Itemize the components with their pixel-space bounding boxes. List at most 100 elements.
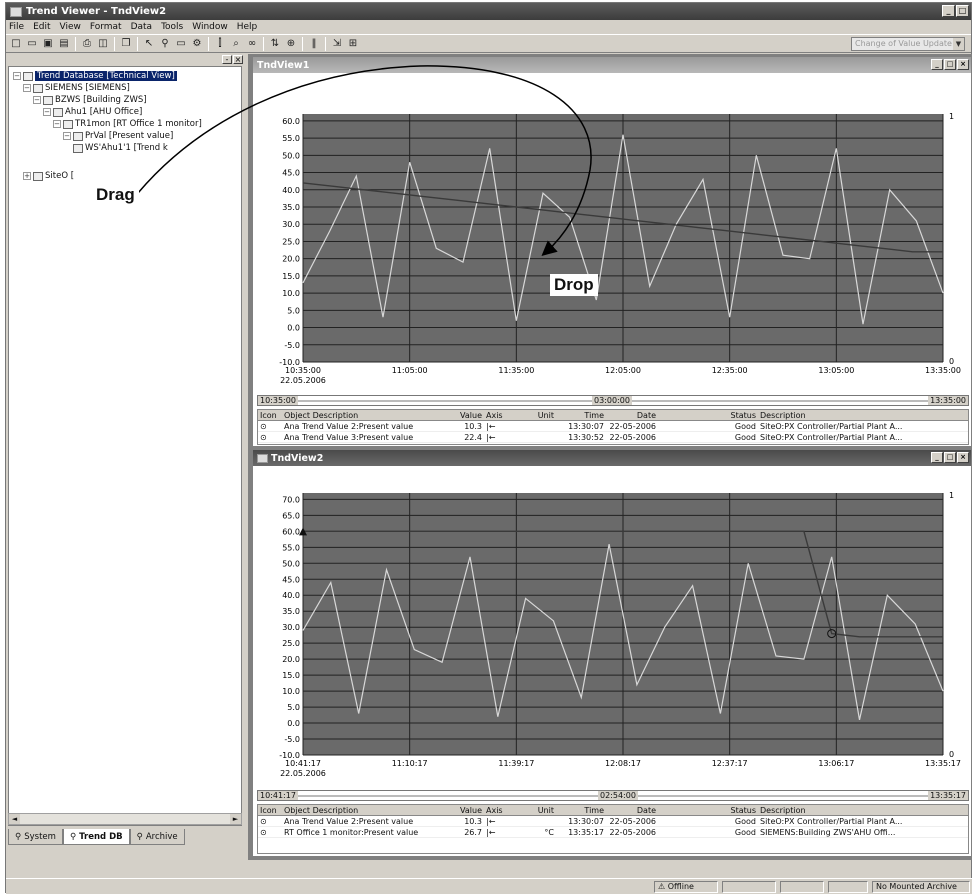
tab-trend-db[interactable]: ⚲ Trend DB [62, 829, 130, 845]
chevron-down-icon[interactable]: ▼ [953, 38, 964, 50]
grid-row[interactable]: ⊙ Ana Trend Value 2:Present value 10.3 |← 13… [258, 816, 968, 827]
column-header[interactable]: Date [636, 410, 656, 420]
expand-collapse-icon[interactable]: − [53, 120, 61, 128]
pointer-icon[interactable]: ↖ [144, 38, 154, 49]
column-header[interactable]: Time [584, 805, 604, 815]
print-preview-icon[interactable]: ◫ [98, 38, 108, 49]
maximize-button[interactable]: □ [956, 5, 969, 17]
view2-close-button[interactable]: × [957, 452, 969, 463]
menu-file[interactable]: File [9, 22, 25, 32]
column-header[interactable]: Value [460, 410, 482, 420]
column-header[interactable]: Description [760, 805, 806, 815]
trend-chart-1[interactable]: 60.055.050.045.040.035.030.025.020.015.0… [253, 74, 971, 394]
tree-node[interactable]: + SiteO [ [23, 171, 74, 181]
window-icon[interactable]: ▭ [176, 38, 186, 49]
expand-collapse-icon[interactable]: − [23, 84, 31, 92]
column-header[interactable]: Unit [537, 805, 554, 815]
menu-format[interactable]: Format [89, 22, 122, 32]
copy-icon[interactable]: ❐ [121, 38, 131, 49]
view2-maximize-button[interactable]: □ [944, 452, 956, 463]
expand-collapse-icon[interactable]: + [23, 172, 31, 180]
expand-collapse-icon[interactable]: − [33, 96, 41, 104]
binoculars-icon[interactable]: ∞ [247, 38, 257, 49]
column-header[interactable]: Status [730, 410, 757, 420]
column-header[interactable]: Description [760, 410, 806, 420]
update-mode-select[interactable]: Change of Value Update ▼ [851, 37, 965, 51]
grid-row[interactable]: ⊙ Ana Trend Value 2:Present value 10.3 |← 13… [258, 421, 968, 432]
y-tick-label: 0.0 [287, 719, 300, 728]
column-header[interactable]: Value [460, 805, 482, 815]
grid-row[interactable]: ⊙ Ana Trend Value 3:Present value 22.4 |← 13… [258, 432, 968, 443]
scale-icon[interactable]: ⇅ [270, 38, 280, 49]
tree-node[interactable]: − TR1mon [RT Office 1 monitor] [53, 119, 202, 129]
scroll-left-icon[interactable]: ◄ [9, 814, 20, 824]
grid-cell-desc: RT Office 1 monitor:Present value [284, 827, 419, 837]
trend-view-1-window[interactable]: TndView1 _ □ × 60.0 55.0 50.0 45.0 40.0 35.0 30.… [252, 56, 972, 447]
column-header[interactable]: Icon [260, 805, 277, 815]
column-header[interactable]: Time [584, 410, 604, 420]
tree-node[interactable]: − BZWS [Building ZWS] [33, 95, 147, 105]
menu-view[interactable]: View [59, 22, 81, 32]
expand-collapse-icon[interactable]: − [13, 72, 21, 80]
trend-chart-2[interactable]: 70.0 65.0 60.0 55.0 50.0 45.0 40.0 35.0 30.0 25.0… [253, 467, 971, 787]
save-all-icon[interactable]: ▤ [59, 38, 69, 49]
tree-node[interactable]: WS'Ahu1'1 [Trend k [73, 143, 168, 153]
tree-node-label: Ahu1 [AHU Office] [65, 107, 143, 117]
tree-node[interactable]: − SIEMENS [SIEMENS] [23, 83, 130, 93]
menu-help[interactable]: Help [236, 22, 258, 32]
view1-minimize-button[interactable]: _ [931, 59, 943, 70]
column-header[interactable]: Axis [486, 410, 503, 420]
tree-node[interactable]: − Ahu1 [AHU Office] [43, 107, 142, 117]
tree-horizontal-scrollbar[interactable]: ◄ ► [8, 813, 242, 825]
trend-view-1-time-range-bar[interactable]: 10:35:00 03:00:00 13:35:00 [257, 395, 969, 406]
column-header[interactable]: Axis [486, 805, 503, 815]
expand-collapse-icon[interactable]: − [63, 132, 71, 140]
view1-maximize-button[interactable]: □ [944, 59, 956, 70]
zoom-in-icon[interactable]: ⊕ [286, 38, 296, 49]
view2-minimize-button[interactable]: _ [931, 452, 943, 463]
tab-icon: ⚲ [69, 831, 77, 842]
tree-node[interactable]: − Trend Database [Technical View] [13, 71, 177, 81]
properties-icon[interactable]: ⚙ [192, 38, 202, 49]
grid-cell-value: 10.3 [464, 421, 482, 431]
y-tick-label: 0.0 [287, 324, 300, 333]
find-icon[interactable]: ⚲ [161, 38, 169, 49]
column-header[interactable]: Object Description [284, 410, 359, 420]
pause-icon[interactable]: ‖ [311, 38, 317, 49]
export-icon[interactable]: ⇲ [332, 38, 342, 49]
x-tick-label: 11:35:00 [498, 366, 534, 375]
menu-data[interactable]: Data [130, 22, 153, 32]
menu-tools[interactable]: Tools [161, 22, 184, 32]
scroll-right-icon[interactable]: ► [230, 814, 241, 824]
tree-node[interactable]: − PrVal [Present value] [63, 131, 173, 141]
trend-view-2-window[interactable]: TndView2 _ □ × 70.0 65.0 60.0 55.0 50.0 45.0 40.… [252, 449, 972, 857]
pane-pin-button[interactable]: - [222, 55, 232, 64]
tab-system[interactable]: ⚲ System [8, 829, 63, 845]
new-icon[interactable]: □ [11, 38, 21, 49]
open-icon[interactable]: ▭ [27, 38, 37, 49]
y-tick-label: 45.0 [282, 575, 300, 584]
y-tick-label: 25.0 [282, 639, 300, 648]
menu-edit[interactable]: Edit [33, 22, 51, 32]
view1-close-button[interactable]: × [957, 59, 969, 70]
menu-window[interactable]: Window [192, 22, 228, 32]
expand-collapse-icon[interactable]: − [43, 108, 51, 116]
grid-cell-date: 22-05-2006 [609, 827, 657, 837]
column-header[interactable]: Icon [260, 410, 277, 420]
column-header[interactable]: Unit [537, 410, 554, 420]
column-header[interactable]: Object Description [284, 805, 359, 815]
trend-database-tree[interactable]: − Trend Database [Technical View] − SIEMENS… [8, 66, 242, 826]
save-icon[interactable]: ▣ [43, 38, 53, 49]
pane-close-button[interactable]: × [233, 55, 243, 64]
print-icon[interactable]: ⎙ [83, 38, 91, 49]
grid-icon[interactable]: ⊞ [348, 38, 358, 49]
tab-archive[interactable]: ⚲ Archive [129, 829, 185, 845]
column-header[interactable]: Status [730, 805, 757, 815]
column-header[interactable]: Date [636, 805, 656, 815]
trend-view-2-time-range-bar[interactable]: 10:41:17 02:54:00 13:35:17 [257, 790, 969, 801]
grid-row[interactable]: ⊙ RT Office 1 monitor:Present value 26.7 |←… [258, 827, 968, 838]
x-tick-label: 12:08:17 [605, 759, 641, 768]
minimize-button[interactable]: _ [942, 5, 955, 17]
zoom-icon[interactable]: ⌕ [233, 38, 239, 49]
chart-icon[interactable]: ⫿ [218, 38, 222, 49]
